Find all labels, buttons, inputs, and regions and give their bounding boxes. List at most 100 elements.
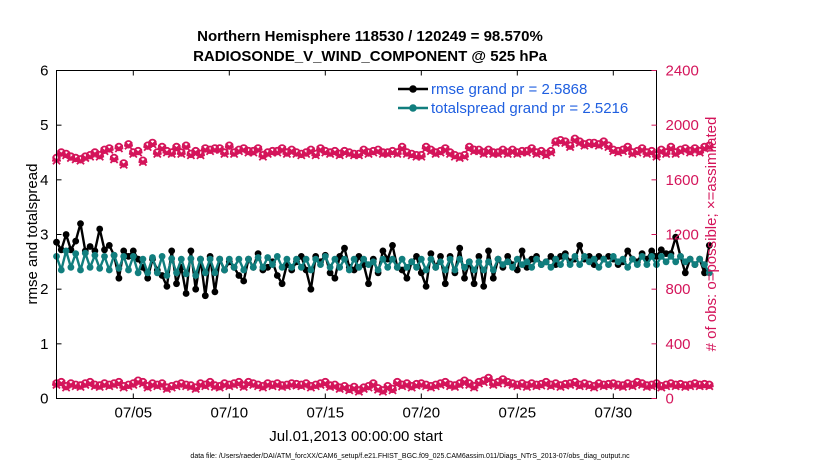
data-point	[240, 266, 248, 274]
legend-label-rmse: rmse grand pr = 2.5868	[431, 81, 587, 98]
left-axis: 0 1 2 3 4 5 6	[40, 63, 62, 408]
data-point	[489, 274, 497, 282]
data-point	[480, 266, 488, 274]
y-left-tick-label: 1	[40, 336, 48, 353]
data-point	[355, 263, 363, 271]
y-right-tick-label: 400	[666, 336, 691, 353]
data-point	[182, 270, 190, 278]
data-point	[269, 261, 276, 268]
data-point	[705, 242, 713, 249]
data-point	[249, 263, 257, 271]
obs-assimilated-marker	[349, 384, 359, 393]
data-point	[413, 263, 420, 271]
data-point	[254, 254, 262, 261]
obs-assimilated-marker	[253, 145, 263, 155]
data-point	[480, 283, 488, 290]
data-point	[379, 247, 387, 255]
data-point	[523, 258, 531, 266]
data-point	[62, 247, 70, 255]
obs-assimilated-marker	[133, 148, 143, 157]
data-point	[221, 266, 228, 274]
data-point	[177, 255, 185, 263]
obs-possible-marker	[623, 142, 632, 152]
data-point	[240, 277, 248, 285]
y-right-tick-label: 2000	[666, 117, 699, 134]
data-point	[139, 255, 147, 263]
data-point	[451, 266, 459, 274]
legend: rmse grand pr = 2.5868 totalspread grand…	[398, 81, 628, 117]
data-point	[662, 258, 670, 266]
obs-possible-marker	[441, 144, 450, 153]
data-point	[331, 274, 339, 282]
y-right-tick-label: 0	[666, 391, 674, 408]
y-right-tick-label: 1200	[666, 227, 699, 244]
obs-possible-marker	[369, 379, 378, 388]
data-point	[422, 266, 430, 274]
data-point	[437, 258, 444, 266]
data-point	[91, 251, 99, 259]
data-point	[77, 220, 84, 228]
series-1	[53, 247, 713, 279]
y-left-tick-label: 6	[40, 63, 48, 80]
data-point	[120, 253, 128, 260]
data-point	[475, 253, 483, 260]
data-point	[456, 255, 464, 263]
obs-possible-marker	[181, 141, 191, 150]
data-point	[230, 263, 238, 271]
data-point	[518, 247, 526, 255]
data-point	[461, 274, 468, 282]
data-point	[149, 254, 156, 261]
obs-possible-marker	[599, 137, 608, 146]
data-point	[278, 263, 286, 271]
x-tick-label: 07/20	[403, 405, 441, 422]
y-left-tick-label: 0	[40, 391, 48, 408]
data-point	[677, 253, 684, 260]
data-point	[432, 263, 440, 271]
data-point	[485, 247, 492, 255]
data-point	[86, 243, 94, 250]
data-point	[86, 263, 94, 271]
data-point	[609, 253, 617, 260]
data-point	[67, 263, 75, 271]
data-point	[619, 255, 627, 263]
obs-assimilated-marker	[565, 142, 575, 152]
data-point	[201, 292, 209, 300]
data-point	[201, 269, 209, 277]
plot-frame	[56, 70, 657, 399]
data-point	[504, 253, 512, 260]
data-point	[360, 255, 368, 263]
obs-possible-marker	[153, 148, 162, 157]
data-point	[705, 269, 713, 277]
data-point	[129, 247, 137, 255]
obs-assimilated-marker	[416, 152, 426, 161]
data-point	[365, 280, 372, 288]
data-point	[293, 255, 300, 263]
obs-assimilated-marker	[704, 142, 714, 152]
data-point	[686, 255, 694, 263]
data-point	[168, 247, 176, 255]
data-point	[533, 255, 540, 263]
obs-assimilated-marker	[460, 152, 469, 161]
data-point	[278, 280, 286, 288]
obs-possible-marker	[546, 146, 556, 156]
data-point	[225, 255, 233, 263]
data-point	[513, 255, 521, 263]
y-left-tick-label: 5	[40, 117, 48, 134]
data-point	[115, 265, 123, 272]
data-point	[110, 251, 118, 259]
data-point	[374, 266, 382, 274]
obs-assimilated-marker	[114, 144, 124, 153]
data-point	[192, 285, 200, 293]
obs-assimilated-marker	[546, 148, 556, 157]
data-point	[187, 247, 195, 255]
data-point	[345, 266, 353, 274]
data-point	[701, 261, 708, 268]
obs-assimilated-marker	[119, 160, 129, 170]
data-point	[465, 258, 473, 266]
obs-possible-marker	[637, 144, 647, 153]
obs-possible-marker	[157, 142, 167, 152]
obs-possible-marker	[225, 141, 234, 150]
data-point	[259, 263, 267, 271]
obs-possible-marker	[138, 156, 148, 165]
data-point	[672, 258, 680, 266]
